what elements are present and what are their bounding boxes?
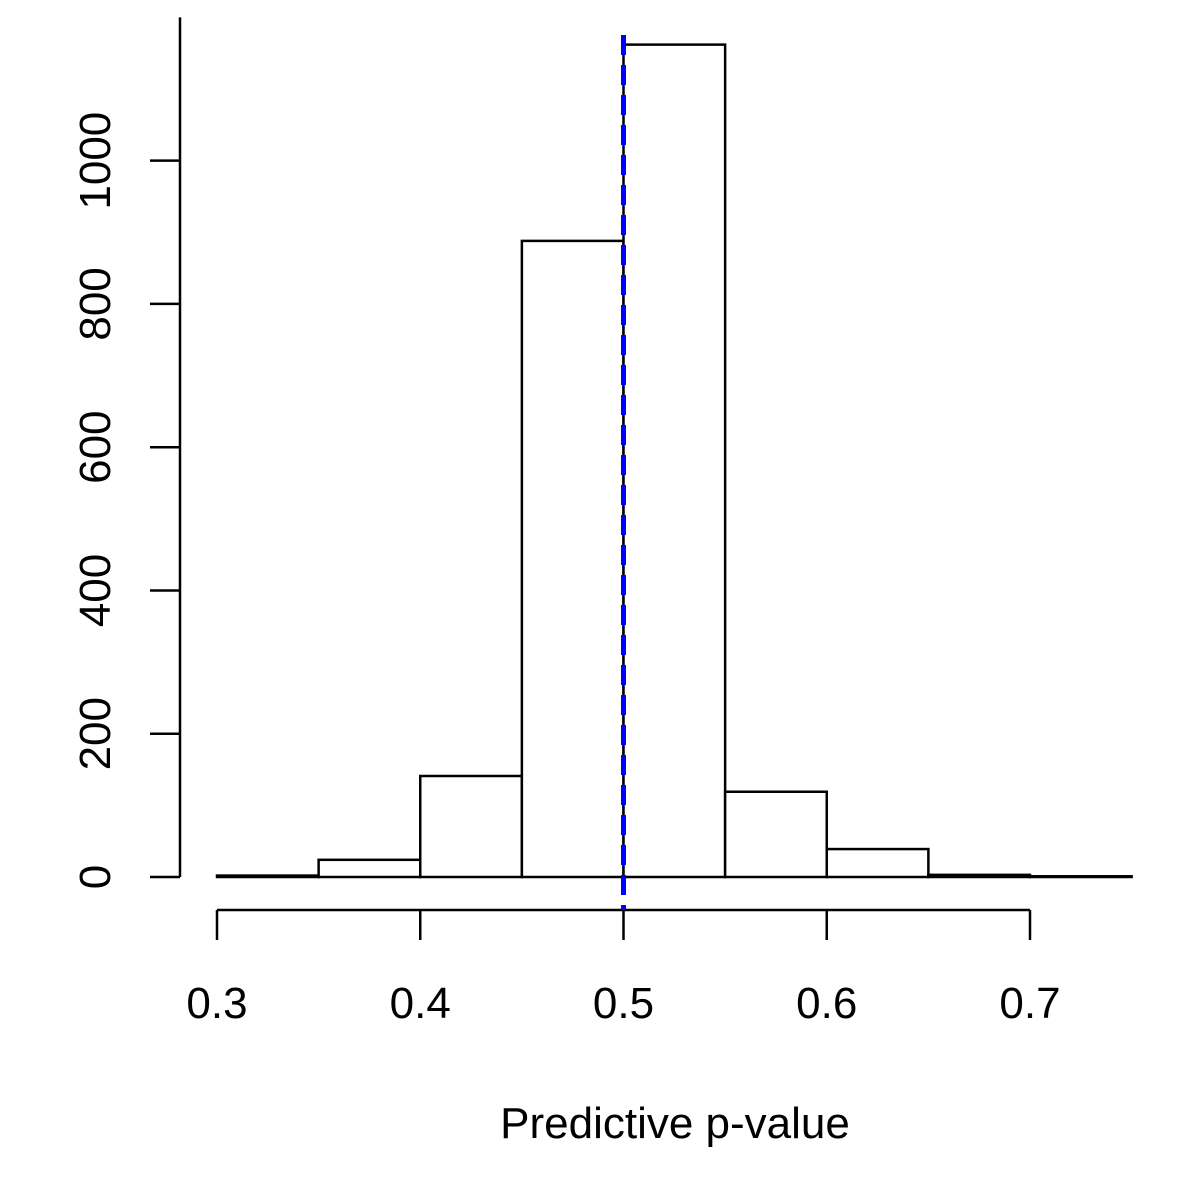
y-tick-label: 200 <box>71 697 120 770</box>
y-tick-label: 400 <box>71 554 120 627</box>
bar <box>927 873 1032 879</box>
y-tick-label: 1000 <box>71 112 120 210</box>
bar <box>215 874 320 879</box>
bar <box>419 774 524 879</box>
y-tick-label: 0 <box>71 865 120 889</box>
x-tick-label: 0.4 <box>390 979 451 1028</box>
bar <box>520 239 625 879</box>
x-axis-label: Predictive p-value <box>500 1099 850 1148</box>
x-tick-label: 0.7 <box>999 979 1060 1028</box>
x-tick-label: 0.6 <box>796 979 857 1028</box>
bar <box>622 43 727 879</box>
bar <box>317 858 422 879</box>
y-tick-label: 600 <box>71 410 120 483</box>
bar <box>825 847 930 879</box>
bar <box>1028 875 1133 879</box>
x-tick-label: 0.5 <box>593 979 654 1028</box>
x-tick-label: 0.3 <box>186 979 247 1028</box>
y-tick-label: 800 <box>71 267 120 340</box>
bar <box>723 790 828 879</box>
